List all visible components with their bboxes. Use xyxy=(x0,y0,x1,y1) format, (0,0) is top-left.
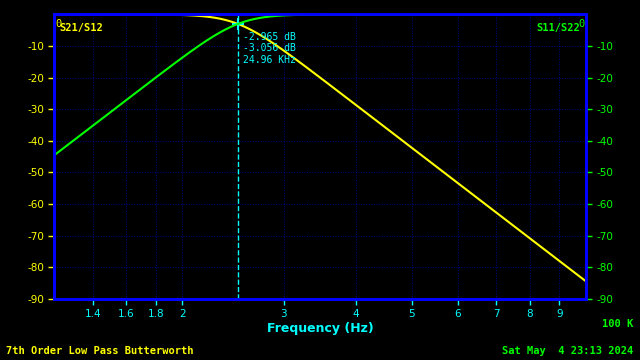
X-axis label: Frequency (Hz): Frequency (Hz) xyxy=(267,322,373,335)
Text: 0: 0 xyxy=(56,19,61,29)
Text: Sat May  4 23:13 2024: Sat May 4 23:13 2024 xyxy=(502,346,634,356)
Text: 0: 0 xyxy=(579,19,584,29)
Text: -2.965 dB
-3.056 dB
24.96 KHz: -2.965 dB -3.056 dB 24.96 KHz xyxy=(243,32,296,65)
Text: S21/S12: S21/S12 xyxy=(60,23,104,33)
Text: 100 K: 100 K xyxy=(602,319,634,329)
Text: S11/S22: S11/S22 xyxy=(536,23,580,33)
Text: 7th Order Low Pass Butterworth: 7th Order Low Pass Butterworth xyxy=(6,346,194,356)
